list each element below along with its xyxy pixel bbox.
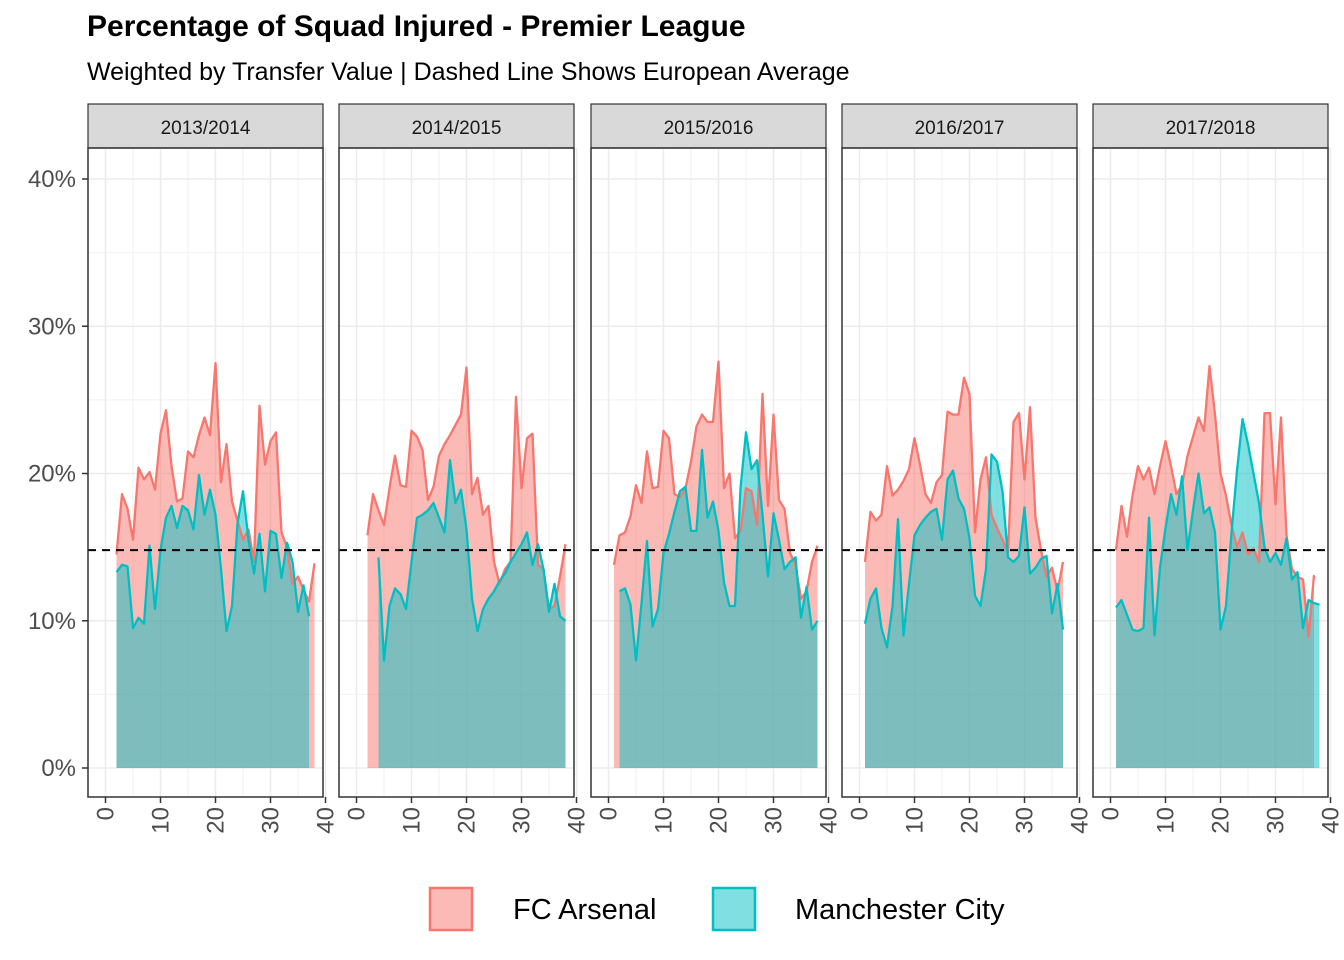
x-tick-label: 30 — [258, 807, 285, 834]
facet-strip-label: 2014/2015 — [412, 118, 502, 139]
y-axis: 0% 10% 20% 30% 40% — [28, 166, 88, 782]
facet-strip — [87, 103, 324, 149]
x-tick-label: 20 — [454, 807, 481, 834]
x-tick-label: 0 — [1098, 807, 1125, 820]
facet-panel: 2017/2018 0 10 20 30 40 — [1092, 103, 1344, 834]
panel-border — [1092, 147, 1329, 798]
y-tick-label: 0% — [41, 755, 76, 782]
x-tick-label: 20 — [1208, 807, 1235, 834]
y-tick-label: 30% — [28, 313, 76, 340]
x-tick-label: 40 — [1067, 807, 1094, 834]
facet-strip-label: 2013/2014 — [161, 118, 251, 139]
legend-label: FC Arsenal — [513, 894, 656, 926]
facet-strip-label: 2015/2016 — [664, 118, 754, 139]
x-tick-label: 20 — [203, 807, 230, 834]
x-tick-label: 10 — [399, 807, 426, 834]
facet-strip — [841, 103, 1078, 149]
panel-border — [841, 147, 1078, 798]
x-tick-label: 0 — [93, 807, 120, 820]
panel-border — [338, 147, 575, 798]
facet-panel: 2015/2016 0 10 20 30 40 — [590, 103, 843, 834]
facet-strip-label: 2016/2017 — [915, 118, 1005, 139]
series-group — [115, 361, 316, 768]
x-tick-label: 40 — [564, 807, 591, 834]
area-fill — [619, 432, 818, 768]
x-tick-label: 30 — [1263, 807, 1290, 834]
x-tick-label: 10 — [902, 807, 929, 834]
series-line — [377, 459, 567, 662]
x-tick-label: 0 — [596, 807, 623, 820]
area-fill — [865, 454, 1063, 768]
x-tick-label: 30 — [761, 807, 788, 834]
chart-title: Percentage of Squad Injured - Premier Le… — [87, 10, 746, 43]
x-tick-label: 0 — [344, 807, 371, 820]
panel-border — [87, 147, 324, 798]
series-group — [366, 366, 567, 768]
x-tick-label: 30 — [509, 807, 536, 834]
legend-key — [428, 886, 474, 932]
facet-strip-label: 2017/2018 — [1166, 118, 1256, 139]
area-fill — [378, 460, 566, 768]
facet-strip — [590, 103, 827, 149]
x-tick-label: 40 — [1318, 807, 1344, 834]
x-tick-label: 10 — [1153, 807, 1180, 834]
area-fill — [116, 475, 309, 768]
series-line — [115, 473, 311, 633]
y-tick-label: 40% — [28, 166, 76, 193]
facet-panel: 2013/2014 0 10 20 30 40 — [87, 103, 340, 834]
series-line — [115, 361, 316, 603]
legend: FC Arsenal Manchester City — [428, 886, 1005, 932]
facet-strip — [1092, 103, 1329, 149]
x-tick-label: 10 — [148, 807, 175, 834]
chart-subtitle: Weighted by Transfer Value | Dashed Line… — [87, 58, 850, 86]
legend-label: Manchester City — [795, 894, 1005, 926]
legend-key — [711, 886, 757, 932]
series-group — [863, 376, 1065, 768]
x-tick-label: 30 — [1012, 807, 1039, 834]
facet-panel: 2016/2017 0 10 20 30 40 — [841, 103, 1094, 834]
series-line — [863, 376, 1065, 593]
panel-border — [590, 147, 827, 798]
x-tick-label: 40 — [816, 807, 843, 834]
series-line — [612, 360, 819, 600]
x-tick-label: 40 — [313, 807, 340, 834]
x-tick-label: 20 — [706, 807, 733, 834]
facet-panel: 2014/2015 0 10 20 30 40 — [338, 103, 591, 834]
x-tick-label: 0 — [847, 807, 874, 820]
series-line — [1115, 417, 1320, 637]
series-group — [612, 360, 819, 768]
series-line — [366, 366, 567, 611]
series-line — [863, 453, 1065, 649]
y-tick-label: 10% — [28, 608, 76, 635]
series-group — [1114, 364, 1320, 768]
x-tick-label: 10 — [651, 807, 678, 834]
series-line — [1114, 364, 1316, 639]
x-tick-label: 20 — [957, 807, 984, 834]
series-line — [618, 431, 819, 662]
y-tick-label: 20% — [28, 461, 76, 488]
